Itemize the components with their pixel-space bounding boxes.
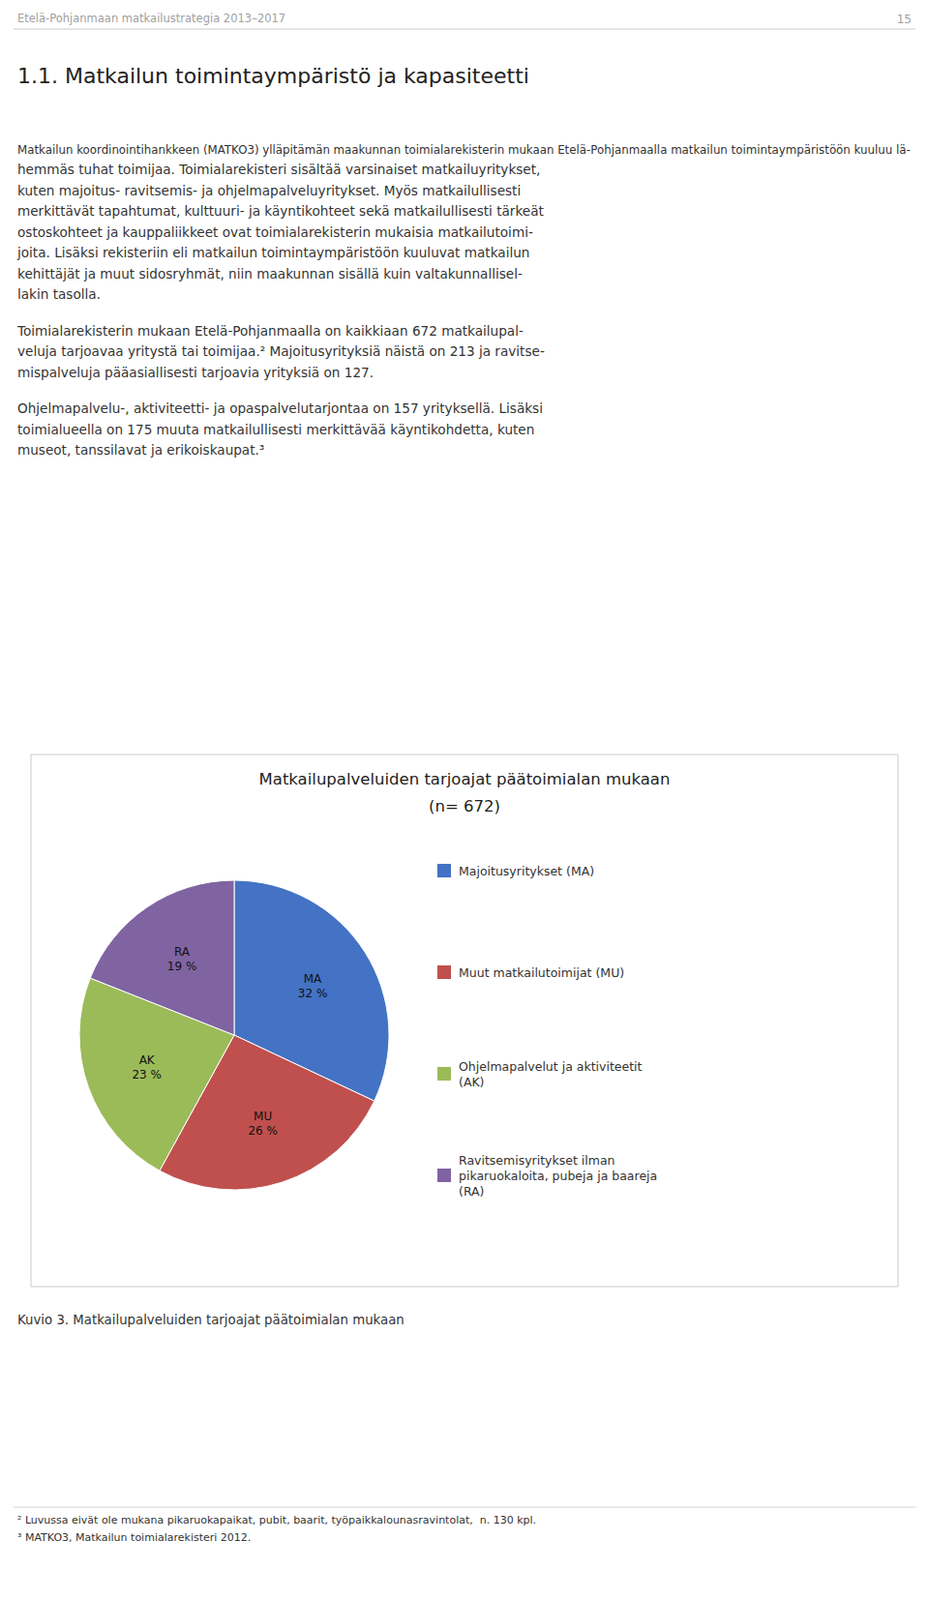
chart-subtitle: (n= 672) (428, 797, 501, 816)
paragraph-line: toimialueella on 175 muuta matkailullise… (17, 421, 535, 438)
data-label: 19 % (167, 959, 198, 974)
page-number: 15 (897, 12, 912, 27)
footnote: ³ MATKO3, Matkailun toimialarekisteri 20… (17, 1531, 251, 1545)
data-label: 26 % (247, 1124, 278, 1139)
background (0, 0, 929, 1600)
slice-name: AK (139, 1053, 156, 1068)
slice-name: MA (303, 972, 323, 987)
legend-swatch (437, 1168, 451, 1183)
caption: Kuvio 3. Matkailupalveluiden tarjoajat p… (17, 1313, 405, 1328)
pie-slice (89, 880, 235, 1036)
paragraph-line: merkittävät tapahtumat, kulttuuri- ja kä… (17, 203, 544, 219)
legend-swatch (437, 965, 451, 980)
paragraph-line: ostoskohteet ja kauppaliikkeet ovat toim… (17, 224, 534, 240)
footnote-rule (13, 1507, 916, 1509)
chart-frame (30, 754, 899, 1288)
paragraph-line: Matkailun koordinointihankkeen (MATKO3) … (17, 143, 911, 157)
paragraph-line: hemmäs tuhat toimijaa. Toimialarekisteri… (17, 161, 540, 178)
header-rule (13, 29, 916, 30)
paragraph-line: kehittäjät ja muut sidosryhmät, niin maa… (17, 266, 523, 282)
legend: Majoitusyritykset (MA) Muut matkailutoimi… (437, 864, 658, 1199)
slice-name: RA (174, 945, 191, 959)
data-label: 32 % (298, 987, 329, 1001)
paragraph-line: mispalveluja pääasiallisesti tarjoavia y… (17, 364, 374, 381)
section-title: 1.1. Matkailun toimintaympäristö ja kapa… (17, 63, 530, 89)
legend-swatch (437, 1067, 451, 1081)
paragraph-line: joita. Lisäksi rekisteriin eli matkailun… (16, 244, 530, 261)
chart-title: Matkailupalveluiden tarjoajat päätoimial… (259, 770, 671, 789)
page: Etelä-Pohjanmaan matkailustrategia 2013–… (0, 0, 929, 1600)
slice-name: MU (253, 1109, 272, 1124)
legend-entry: Muut matkailutoimijat (MU) (458, 965, 625, 981)
legend-entry: Majoitusyritykset (MA) (458, 864, 595, 879)
pie (79, 880, 390, 1191)
legend-swatch (437, 864, 451, 878)
slice-labels: MA32 % MU26 % AK23 % RA19 % (131, 945, 328, 1139)
footnote: ² Luvussa eivät ole mukana pikaruokapaik… (17, 1514, 537, 1528)
paragraph-line: lakin tasolla. (17, 286, 101, 302)
legend-entry: Ravitsemisyritykset ilmanpikaruokaloita,… (458, 1153, 658, 1199)
legend-entry: Ohjelmapalvelut ja aktiviteetit(AK) (458, 1059, 643, 1090)
paragraph-line: veluja tarjoavaa yritystä tai toimijaa.²… (17, 343, 545, 360)
paragraph-line: Ohjelmapalvelu-, aktiviteetti- ja opaspa… (17, 400, 543, 417)
paragraph-line: museot, tanssilavat ja erikoiskaupat.³ (17, 442, 265, 458)
paragraph-line: Toimialarekisterin mukaan Etelä-Pohjanma… (16, 323, 524, 339)
paragraph-line: kuten majoitus- ravitsemis- ja ohjelmapa… (17, 182, 521, 199)
data-label: 23 % (131, 1068, 162, 1082)
page-header: Etelä-Pohjanmaan matkailustrategia 2013–… (17, 11, 286, 26)
